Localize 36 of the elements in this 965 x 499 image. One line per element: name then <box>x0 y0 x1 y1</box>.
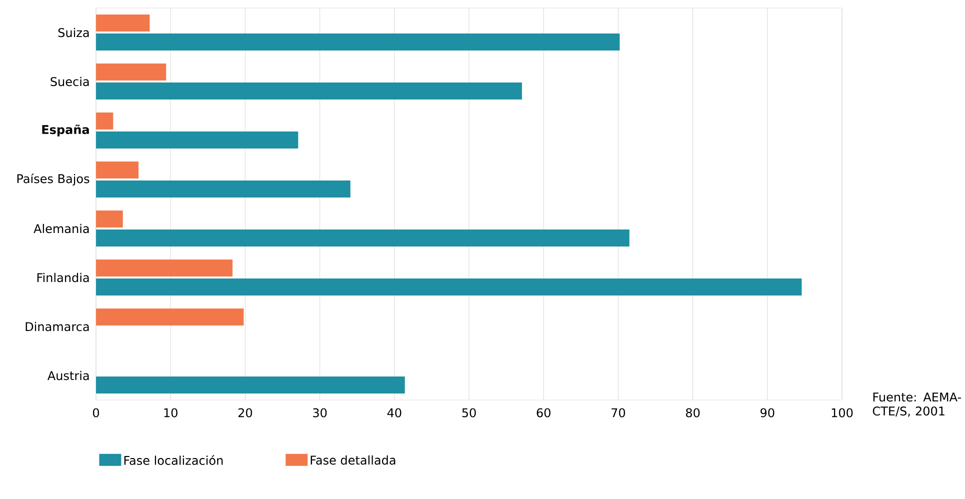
bar <box>96 210 123 228</box>
bar <box>96 64 166 81</box>
x-tick-label: 0 <box>92 408 100 418</box>
y-tick-label: España <box>42 124 89 136</box>
bar <box>96 132 298 149</box>
y-tick-label: Austria <box>48 370 89 380</box>
x-tick-label: 90 <box>760 408 774 418</box>
x-tick-label: 40 <box>387 408 402 418</box>
legend-label: Fase detallada <box>310 455 396 465</box>
legend-label: Fase localización <box>124 455 223 465</box>
bar <box>96 34 620 51</box>
bar <box>96 14 150 32</box>
x-tick-label: 60 <box>536 408 550 418</box>
x-tick-label: 10 <box>164 408 178 418</box>
x-tick-label: 80 <box>686 408 700 418</box>
bar <box>96 260 233 277</box>
y-tick-label: Dinamarca <box>26 322 89 332</box>
x-tick-label: 20 <box>238 408 252 418</box>
x-tick-label: 100 <box>832 408 853 418</box>
bar <box>96 180 350 198</box>
bar <box>96 376 405 394</box>
y-tick-label: Alemania <box>34 224 89 234</box>
bar <box>96 112 114 130</box>
bar <box>96 278 802 296</box>
bar <box>96 82 522 100</box>
source-note: Fuente: AEMA-CTE/S, 2001 <box>872 392 962 417</box>
bar <box>96 308 244 326</box>
x-tick-label: 50 <box>462 408 476 418</box>
y-tick-label: Países Bajos <box>17 173 90 186</box>
y-tick-label: Finlandia <box>37 272 89 282</box>
y-tick-label: Suecia <box>50 76 89 86</box>
bar <box>96 230 630 247</box>
bar <box>96 162 139 179</box>
x-tick-label: 70 <box>612 408 626 418</box>
y-tick-label: Suiza <box>58 28 89 38</box>
x-tick-label: 30 <box>313 408 327 418</box>
